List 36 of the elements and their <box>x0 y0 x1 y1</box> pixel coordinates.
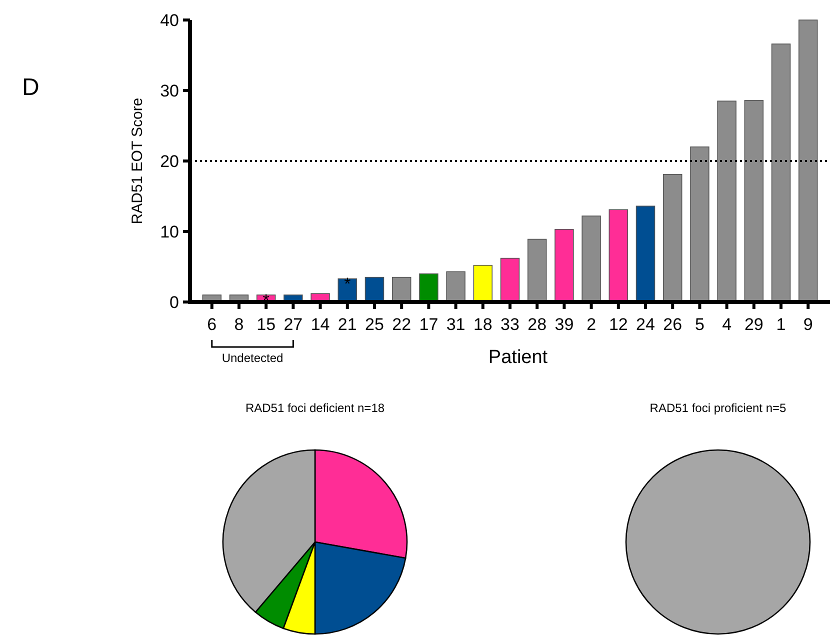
x-axis-title: Patient <box>488 347 548 368</box>
y-tick-label: 10 <box>160 222 179 242</box>
text: Undetected <box>222 351 284 365</box>
chart-title: RAD51 foci deficient n=18 <box>245 401 385 415</box>
x-tick-label: 18 <box>473 315 492 334</box>
x-tick-label: 6 <box>207 315 217 334</box>
x-tick-label: 21 <box>338 315 357 334</box>
y-tick-label: 20 <box>160 152 179 171</box>
annotation: * <box>262 290 270 310</box>
x-tick-label: 9 <box>803 315 813 334</box>
y-tick-label: 40 <box>160 10 179 30</box>
x-tick-label: 15 <box>256 315 276 334</box>
x-tick-label: 22 <box>392 315 412 334</box>
text: D <box>22 74 40 101</box>
annotation: * <box>344 274 352 294</box>
x-tick-label: 39 <box>554 315 574 334</box>
x-tick-label: 4 <box>722 315 732 334</box>
x-tick-label: 5 <box>694 315 704 334</box>
x-tick-label: 24 <box>636 315 655 334</box>
x-tick-label: 31 <box>446 315 466 334</box>
x-tick-label: 12 <box>608 315 628 334</box>
y-tick-label: 0 <box>170 292 179 312</box>
x-tick-label: 25 <box>365 315 384 334</box>
x-tick-label: 14 <box>310 315 330 334</box>
x-tick-label: 2 <box>586 315 596 334</box>
x-tick-label: 27 <box>284 315 303 334</box>
x-tick-label: 33 <box>500 315 520 334</box>
x-tick-label: 28 <box>528 315 547 334</box>
y-tick-label: 30 <box>160 81 179 100</box>
chart-title: RAD51 foci proficient n=5 <box>650 401 787 415</box>
y-axis-title: RAD51 EOT Score <box>129 98 146 224</box>
x-tick-label: 29 <box>744 315 764 334</box>
x-tick-label: 8 <box>234 315 244 334</box>
x-tick-label: 1 <box>776 315 786 334</box>
x-tick-label: 26 <box>663 315 682 334</box>
x-tick-label: 17 <box>419 315 438 334</box>
